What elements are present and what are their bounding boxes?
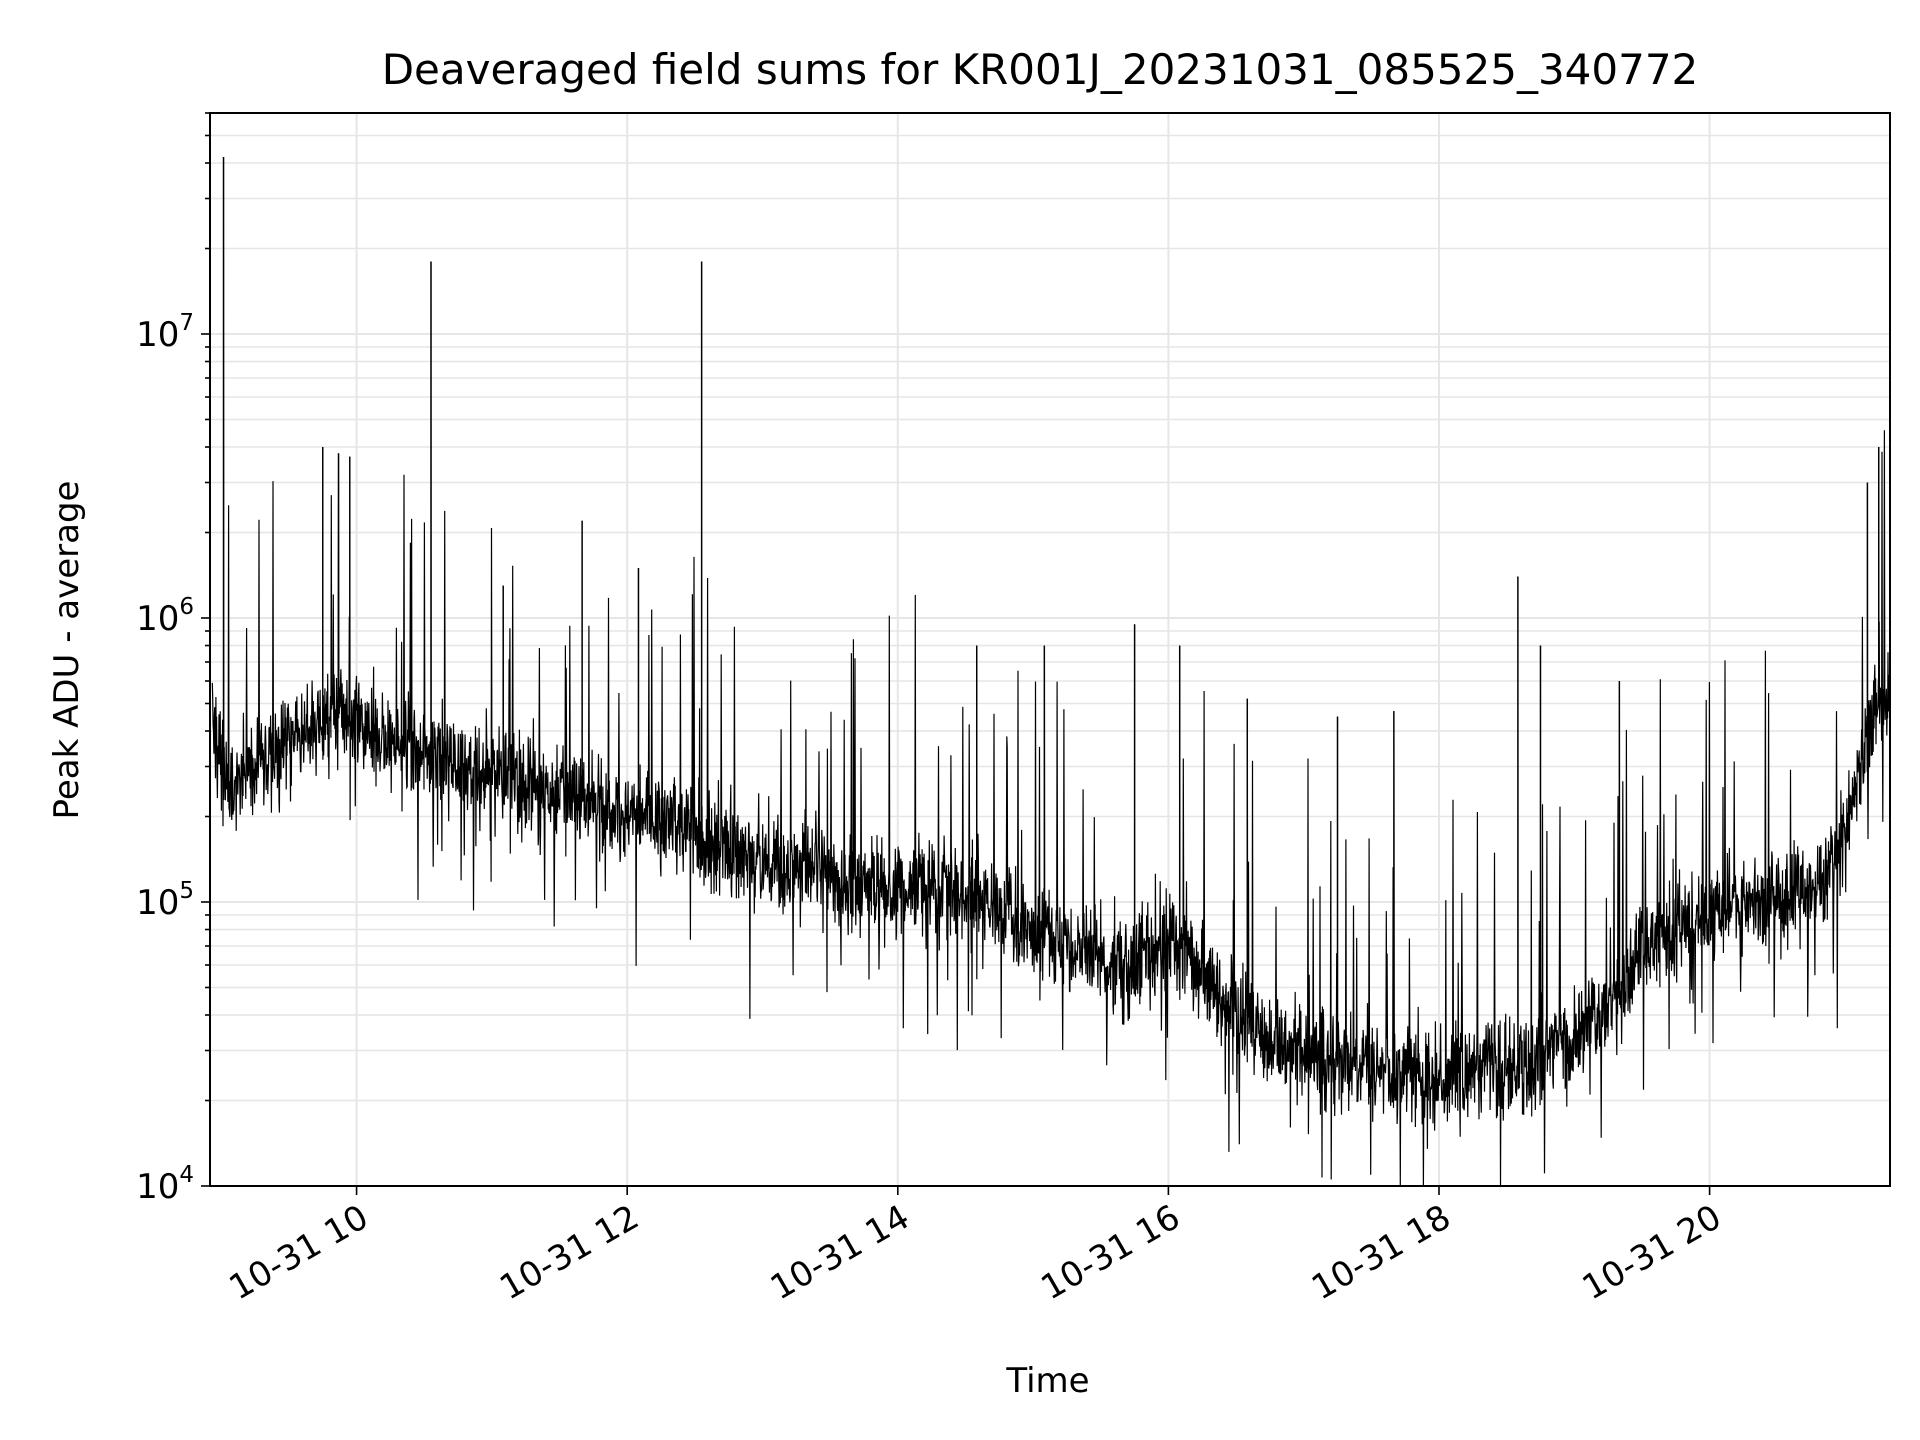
y-tick-exponent: 6 — [179, 594, 194, 620]
grid — [210, 112, 1890, 1187]
chart-title: Deaveraged field sums for KR001J_2023103… — [382, 45, 1699, 94]
y-tick-label: 105 — [136, 878, 194, 923]
y-tick-exponent: 5 — [179, 878, 194, 904]
x-axis-label: Time — [1005, 1361, 1089, 1401]
y-tick-base: 10 — [136, 315, 179, 355]
y-tick-exponent: 4 — [179, 1162, 194, 1188]
y-tick-label: 106 — [136, 594, 194, 639]
series-group — [211, 156, 1891, 1187]
plot-frame — [209, 112, 1891, 1187]
y-tick-exponent: 7 — [179, 310, 194, 336]
y-tick-base: 10 — [136, 1167, 179, 1207]
y-tick-label: 107 — [136, 310, 194, 355]
y-axis-label: Peak ADU - average — [47, 481, 87, 820]
y-tick-base: 10 — [136, 599, 179, 639]
y-tick-label: 104 — [136, 1162, 194, 1207]
y-tick-base: 10 — [136, 883, 179, 923]
series-line — [211, 156, 1891, 1187]
